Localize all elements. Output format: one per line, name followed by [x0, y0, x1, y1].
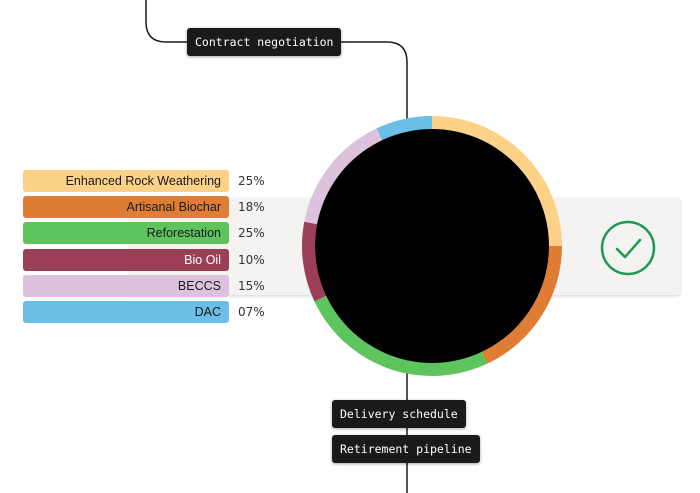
legend-value: 18% [238, 200, 265, 215]
legend-value: 15% [238, 278, 265, 293]
donut-slice-beccs [304, 128, 383, 225]
legend-label: DAC [23, 301, 229, 323]
legend-value: 25% [238, 174, 265, 188]
legend-label: Reforestation [23, 222, 229, 245]
donut-slice-dac [376, 116, 432, 141]
check-circle-icon [600, 220, 656, 276]
donut-center [315, 129, 549, 363]
donut-slice-artisanal-biochar [481, 246, 562, 364]
legend-label: Enhanced Rock Weathering [23, 170, 229, 192]
retirement-pipeline-tag: Retirement pipeline [332, 435, 480, 463]
legend-label: Artisanal Biochar [23, 196, 229, 219]
legend-value: 25% [238, 226, 265, 241]
legend-label: BECCS [23, 274, 229, 297]
legend-value: 07% [238, 305, 265, 319]
legend-label: Bio Oil [23, 248, 229, 271]
legend-value: 10% [238, 252, 265, 267]
donut-slice-reforestation [314, 295, 488, 376]
delivery-schedule-tag: Delivery schedule [332, 400, 466, 428]
contract-negotiation-tag: Contract negotiation [187, 28, 342, 56]
donut-slice-enhanced-rock-weathering [432, 116, 562, 246]
donut-slice-bio-oil [302, 221, 327, 302]
